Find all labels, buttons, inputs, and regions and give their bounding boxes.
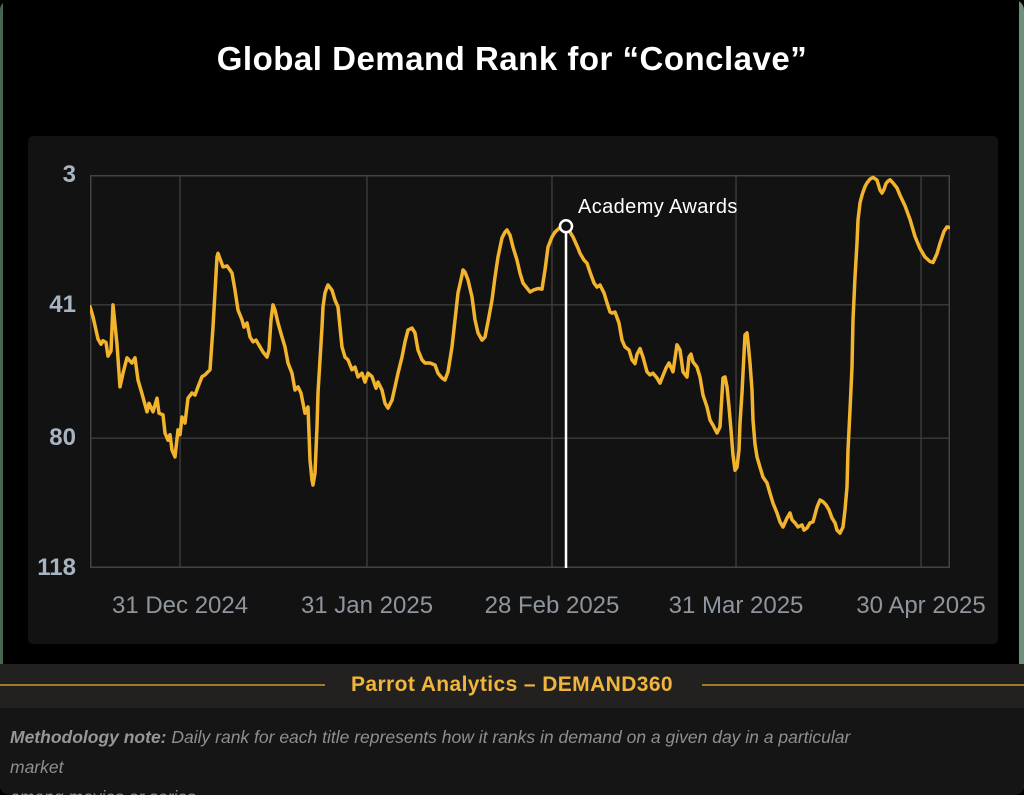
gold-divider-right (702, 684, 1024, 686)
gold-divider-left (0, 684, 325, 686)
page-title: Global Demand Rank for “Conclave” (216, 40, 808, 77)
left-edge-strip (0, 0, 3, 795)
banner-text: Parrot Analytics – DEMAND360 (350, 673, 674, 696)
annotation-label: Academy Awards (578, 196, 738, 218)
x-axis-tick-label: 31 Mar 2025 (668, 592, 804, 619)
y-axis-tick-label: 118 (37, 554, 76, 581)
methodology-note: Methodology note: Daily rank for each ti… (10, 722, 865, 795)
y-axis-tick-label: 80 (49, 424, 76, 452)
x-axis-tick-label: 28 Feb 2025 (484, 592, 620, 619)
chart-panel (28, 136, 998, 644)
x-axis-tick-label: 31 Dec 2024 (111, 592, 249, 619)
y-axis-tick-label: 3 (62, 161, 76, 188)
methodology-note-line2: among movies or series (10, 787, 196, 795)
right-edge-strip (1019, 0, 1024, 795)
methodology-note-prefix: Methodology note: (10, 727, 167, 747)
demand-rank-line-chart (90, 175, 950, 568)
x-axis-tick-label: 30 Apr 2025 (856, 592, 986, 619)
methodology-strip: Methodology note: Daily rank for each ti… (0, 708, 1024, 795)
footer-banner: Parrot Analytics – DEMAND360 (0, 664, 1024, 708)
x-axis-tick-label: 31 Jan 2025 (300, 592, 434, 619)
y-axis-tick-label: 41 (49, 290, 76, 318)
methodology-note-line1: Daily rank for each title represents how… (10, 727, 851, 777)
